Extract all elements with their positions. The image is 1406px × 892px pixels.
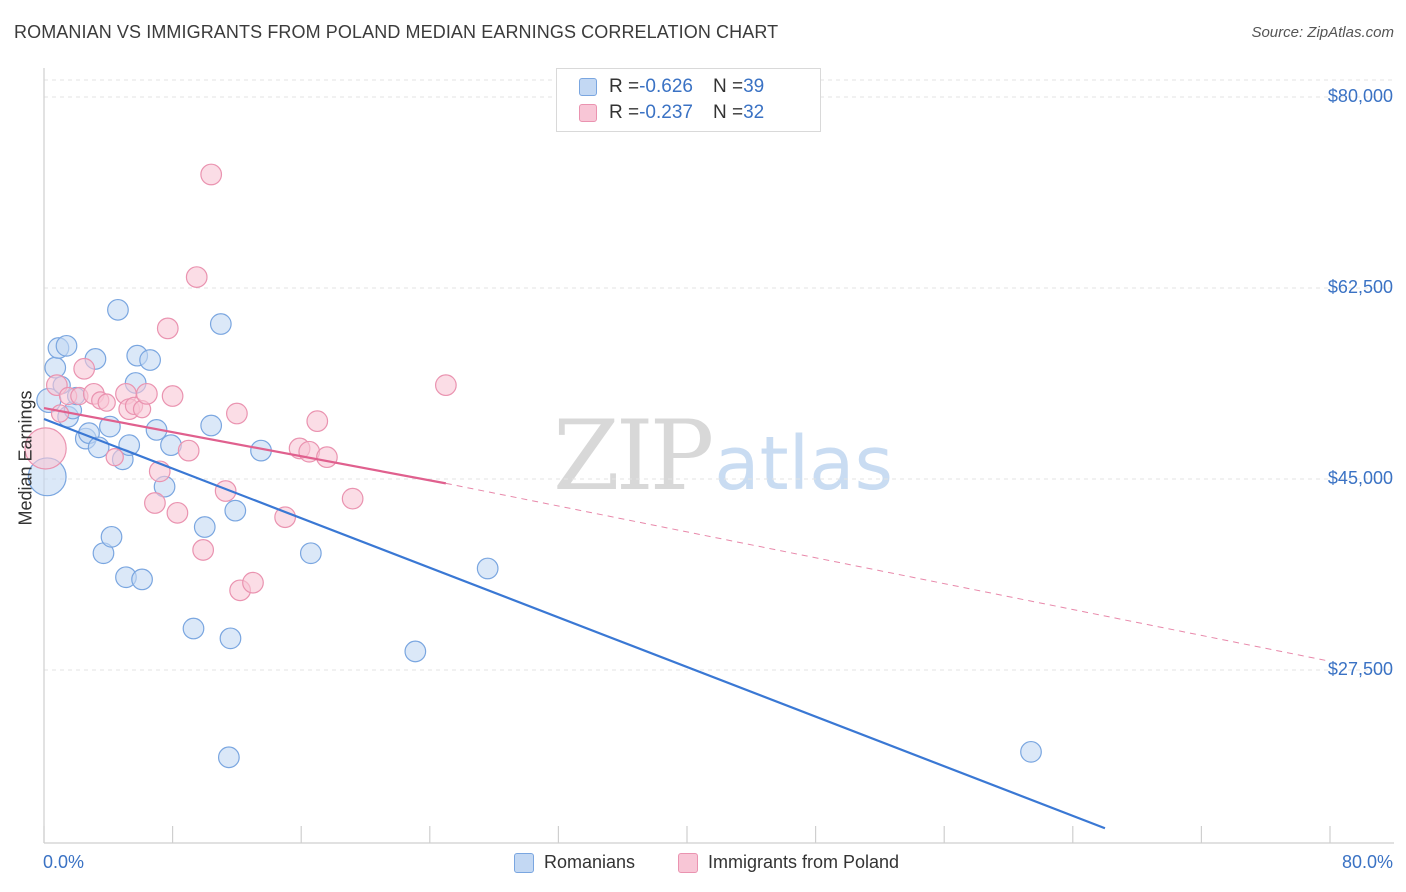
romanians-point [107, 298, 129, 321]
romanians-point [209, 313, 232, 335]
poland-point [200, 163, 223, 186]
watermark-zip: ZIP [553, 400, 714, 512]
legend-n-label: N = [712, 102, 744, 123]
romanians-point [219, 627, 242, 650]
poland-point [226, 402, 248, 425]
poland-point [185, 266, 208, 288]
source-credit: Source: ZipAtlas.com [1251, 24, 1394, 41]
series-legend-label: Immigrants from Poland [708, 852, 900, 872]
poland-point [341, 487, 364, 510]
romanians-point [100, 525, 123, 548]
poland-trend-line [43, 406, 447, 485]
watermark-atlas: atlas [714, 421, 894, 507]
poland-point [144, 492, 166, 514]
legend-r-value: -0.626 [639, 76, 693, 97]
y-tick-label: $45,000 [1327, 468, 1393, 488]
romanians-point [299, 542, 322, 565]
romanians-point [55, 334, 78, 357]
romanians-point [200, 414, 223, 437]
legend-row-romanians: R = -0.626 N = 39 [579, 74, 764, 100]
x-tick-label-min: 0.0% [43, 852, 85, 872]
romanians-point [224, 499, 247, 522]
legend-r-label: R = [609, 76, 640, 97]
chart-title: ROMANIAN VS IMMIGRANTS FROM POLAND MEDIA… [14, 22, 779, 42]
series-swatch-poland [678, 852, 698, 873]
romanians-point [131, 568, 153, 591]
poland-point [192, 539, 215, 561]
y-axis-label: Median Earnings [15, 390, 36, 526]
poland-point [50, 404, 70, 423]
y-tick-label: $27,500 [1327, 659, 1393, 679]
romanians-point [193, 516, 216, 538]
poland-point [166, 501, 189, 524]
poland-point [316, 446, 338, 469]
romanians-trend-line [43, 417, 1106, 830]
poland-point [274, 506, 297, 529]
legend-n-value: 32 [743, 102, 765, 123]
legend-row-poland: R = -0.237 N = 32 [579, 100, 764, 126]
poland-point [97, 393, 116, 412]
legend-swatch-poland [579, 104, 597, 122]
poland-point [73, 357, 96, 380]
poland-point [105, 447, 124, 467]
series-legend-poland[interactable]: Immigrants from Poland [678, 852, 899, 873]
legend-n-value: 39 [743, 76, 765, 97]
legend-swatch-romanians [579, 78, 597, 96]
poland-point [306, 410, 329, 433]
poland-point [161, 385, 184, 407]
poland-point [214, 480, 237, 502]
poland-point [24, 427, 67, 470]
watermark: ZIPatlas [553, 400, 893, 512]
x-tick-label-max: 80.0% [1341, 852, 1393, 872]
y-tick-label: $80,000 [1327, 86, 1393, 106]
series-legend-romanians[interactable]: Romanians [514, 852, 635, 873]
series-legend: Romanians Immigrants from Poland [0, 852, 1406, 876]
correlation-legend: R = -0.626 N = 39 R = -0.237 N = 32 [556, 68, 821, 132]
poland-point [177, 439, 200, 462]
romanians-point [217, 746, 240, 769]
poland-point [434, 374, 457, 397]
poland-trend-extension [445, 482, 1331, 662]
series-legend-label: Romanians [544, 852, 636, 872]
romanians-point [1020, 740, 1042, 763]
y-tick-label: $62,500 [1327, 277, 1393, 297]
poland-point [156, 317, 179, 340]
romanians-point [476, 557, 499, 580]
poland-point [242, 571, 264, 594]
romanians-point [182, 617, 205, 640]
legend-r-value: -0.237 [639, 102, 693, 123]
poland-point [135, 382, 158, 405]
series-swatch-romanians [514, 852, 534, 873]
legend-n-label: N = [712, 76, 744, 97]
legend-r-label: R = [609, 102, 640, 123]
romanians-point [404, 640, 427, 663]
romanians-point [139, 349, 161, 371]
